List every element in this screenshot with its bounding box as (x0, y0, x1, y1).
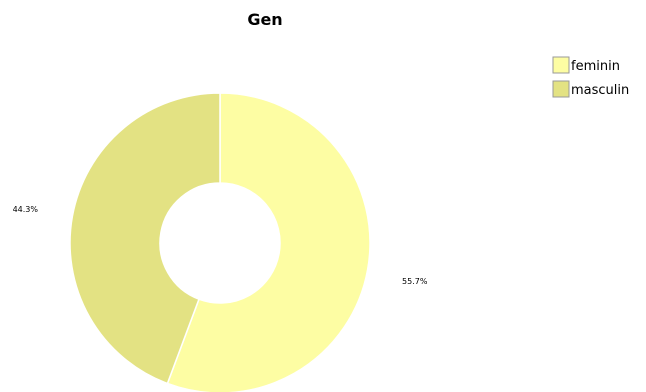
legend-item-masculin[interactable]: masculin (552, 80, 629, 98)
percent-label-masculin: 44.3% (13, 205, 39, 214)
percent-labels: 55.7% 44.3% (13, 205, 428, 286)
legend-label-feminin: feminin (571, 59, 620, 74)
percent-label-feminin: 55.7% (402, 277, 428, 286)
legend-item-feminin[interactable]: feminin (552, 56, 620, 74)
donut-slices (69, 92, 371, 392)
slice-feminin[interactable] (166, 92, 371, 392)
slice-masculin[interactable] (69, 92, 221, 385)
legend: feminin masculin (552, 56, 629, 98)
chart-title: Gen (247, 10, 282, 29)
legend-swatch-masculin (552, 80, 570, 98)
legend-label-masculin: masculin (571, 83, 629, 98)
legend-swatch-feminin (552, 56, 570, 74)
